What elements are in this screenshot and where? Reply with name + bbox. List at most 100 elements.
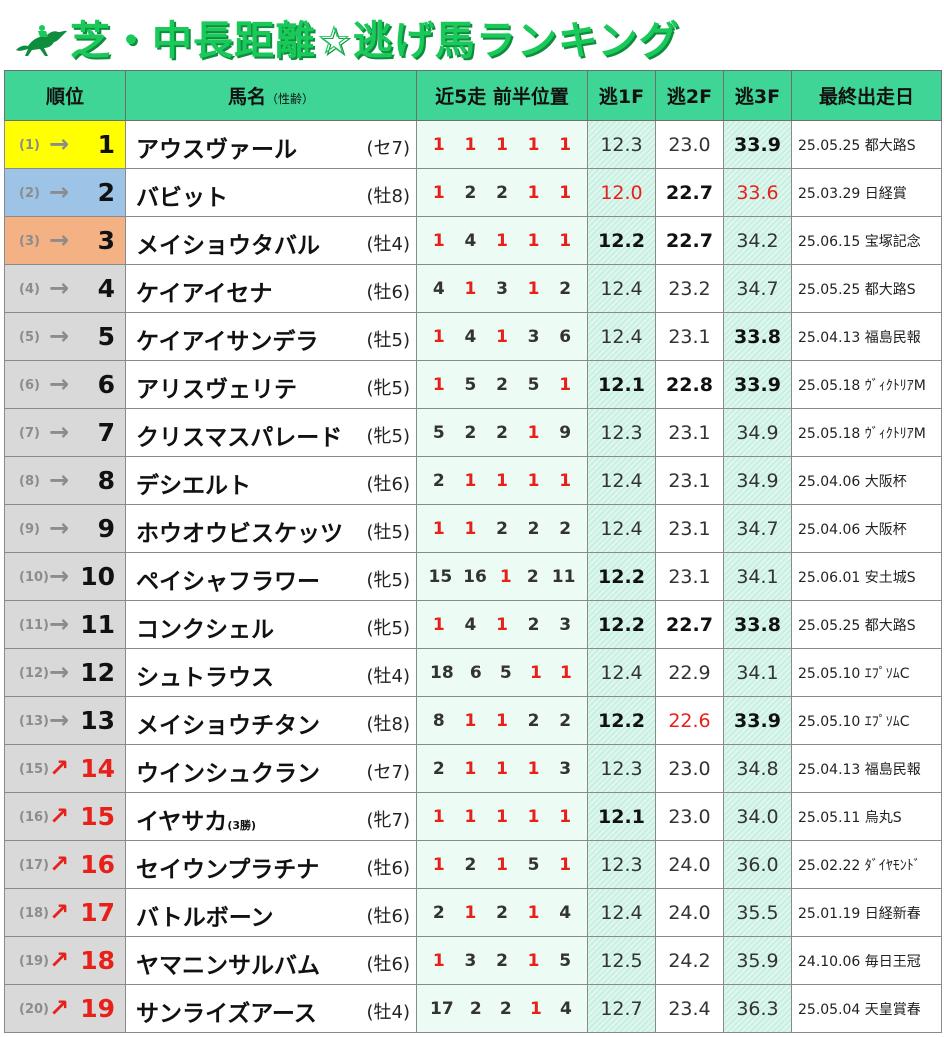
sex-age: (牝5): [366, 570, 411, 591]
current-rank: 1: [97, 130, 115, 159]
horse-name-text: イヤサカ: [136, 809, 228, 835]
f1-time: 12.4: [587, 312, 656, 361]
position-value: 1: [496, 758, 508, 779]
horse-name: イヤサカ(3勝): [136, 802, 256, 836]
position-value: 2: [464, 854, 477, 875]
position-value: 2: [527, 518, 540, 539]
position-value: 1: [432, 806, 445, 827]
rank-cell: (8) → 8: [4, 456, 126, 505]
trend-arrow-icon: →: [49, 466, 70, 494]
position-value: 1: [496, 230, 508, 251]
header-f2: 逃2F: [655, 70, 724, 121]
last-race: 25.05.18 ｳﾞｨｸﾄﾘｱM: [791, 408, 942, 457]
rank-cell: (12) → 12: [4, 648, 126, 697]
position-value: 3: [464, 950, 477, 971]
horse-name: バビット: [136, 178, 228, 212]
f3-time: 35.9: [723, 936, 792, 985]
last-race: 25.05.25 都大路S: [791, 600, 942, 649]
sex-age: (セ7): [366, 762, 411, 783]
rank-cell: (13) → 13: [4, 696, 126, 745]
header-rank: 順位: [4, 70, 126, 121]
position-value: 1: [432, 854, 445, 875]
position-value: 3: [496, 278, 508, 299]
previous-rank: (12): [19, 666, 49, 681]
position-value: 1: [464, 470, 477, 491]
last-race: 25.01.19 日経新春: [791, 888, 942, 937]
table-row: (9) → 9 ホウオウビスケッツ (牡5) 1 1 2 2 2 12.4 23.1 34.7 25.04…: [4, 504, 942, 553]
trend-arrow-icon: →: [49, 562, 70, 590]
f2-time: 22.7: [655, 168, 724, 217]
position-value: 2: [496, 950, 508, 971]
previous-rank: (5): [19, 330, 40, 345]
horse-name-cell: アウスヴァール (セ7): [125, 120, 417, 169]
rank-cell: (18) ↗ 17: [4, 888, 126, 937]
table-row: (7) → 7 クリスマスパレード (牝5) 5 2 2 1 9 12.3 23.1 34.9 25.05…: [4, 408, 942, 457]
position-value: 1: [496, 854, 508, 875]
position-value: 1: [527, 278, 540, 299]
table-row: (11) → 11 コンクシェル (牝5) 1 4 1 2 3 12.2 22.7 33.8 25.05.…: [4, 600, 942, 649]
rank-cell: (5) → 5: [4, 312, 126, 361]
horse-name-text: クリスマスパレード: [136, 425, 343, 451]
last-race: 25.04.06 大阪杯: [791, 456, 942, 505]
f2-time: 23.1: [655, 312, 724, 361]
position-value: 18: [430, 662, 454, 683]
f1-time: 12.4: [587, 264, 656, 313]
position-value: 6: [469, 662, 482, 683]
rank-cell: (2) → 2: [4, 168, 126, 217]
table-row: (17) ↗ 16 セイウンプラチナ (牡6) 1 2 1 5 1 12.3 24.0 36.0 25.0…: [4, 840, 942, 889]
position-value: 1: [496, 134, 508, 155]
position-value: 1: [529, 998, 542, 1019]
horse-name: アリスヴェリテ: [136, 370, 297, 404]
current-rank: 13: [80, 706, 115, 735]
position-value: 5: [464, 374, 477, 395]
horse-name: シュトラウス: [136, 658, 274, 692]
horse-name: ホウオウビスケッツ: [136, 514, 343, 548]
position-value: 2: [527, 614, 540, 635]
header-f3: 逃3F: [723, 70, 792, 121]
sex-age: (牝7): [366, 810, 411, 831]
f3-time: 33.6: [723, 168, 792, 217]
position-value: 1: [496, 710, 508, 731]
horse-name-cell: メイショウチタン (牡8): [125, 696, 417, 745]
positions-cell: 18 6 5 1 1: [416, 648, 588, 697]
position-value: 5: [499, 662, 512, 683]
position-value: 1: [527, 902, 540, 923]
horse-name-text: バビット: [136, 185, 228, 211]
trend-arrow-icon: ↗: [49, 754, 70, 782]
f1-time: 12.2: [587, 696, 656, 745]
horse-name-cell: アリスヴェリテ (牝5): [125, 360, 417, 409]
position-value: 2: [559, 710, 572, 731]
rank-cell: (11) → 11: [4, 600, 126, 649]
position-value: 1: [496, 806, 508, 827]
trend-arrow-icon: →: [49, 514, 70, 542]
position-value: 1: [527, 758, 540, 779]
horse-name-text: ホウオウビスケッツ: [136, 521, 343, 547]
table-row: (1) → 1 アウスヴァール (セ7) 1 1 1 1 1 12.3 23.0 33.9 25.05.2…: [4, 120, 942, 169]
rank-cell: (3) → 3: [4, 216, 126, 265]
current-rank: 14: [80, 754, 115, 783]
position-value: 1: [432, 950, 445, 971]
position-value: 4: [464, 614, 477, 635]
f1-time: 12.4: [587, 888, 656, 937]
f1-time: 12.3: [587, 744, 656, 793]
horse-name-cell: クリスマスパレード (牝5): [125, 408, 417, 457]
position-value: 1: [496, 326, 508, 347]
table-row: (18) ↗ 17 バトルボーン (牡6) 2 1 2 1 4 12.4 24.0 35.5 25.01.…: [4, 888, 942, 937]
horse-name-cell: ペイシャフラワー (牝5): [125, 552, 417, 601]
rank-cell: (19) ↗ 18: [4, 936, 126, 985]
position-value: 1: [560, 662, 572, 683]
current-rank: 6: [97, 370, 115, 399]
racehorse-jockey-icon: [16, 25, 67, 56]
previous-rank: (11): [19, 618, 49, 633]
sex-age: (牡5): [366, 522, 411, 543]
position-value: 1: [464, 758, 477, 779]
